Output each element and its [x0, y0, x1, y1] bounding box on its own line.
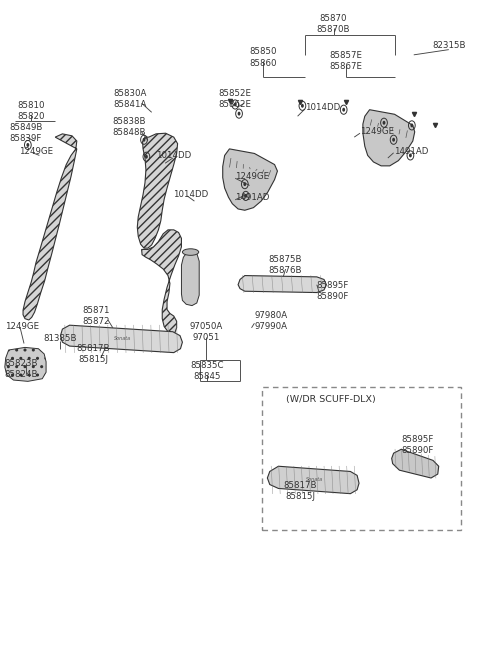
Circle shape — [392, 138, 395, 142]
Text: 85817B
85815J: 85817B 85815J — [283, 481, 317, 501]
Circle shape — [301, 104, 304, 108]
Text: 85852E
85862E: 85852E 85862E — [219, 89, 252, 109]
Text: 1249GE: 1249GE — [235, 172, 269, 181]
Text: 85895F
85890F: 85895F 85890F — [401, 436, 434, 455]
Text: 1249GE: 1249GE — [19, 147, 53, 156]
Text: 85895F
85890F: 85895F 85890F — [317, 281, 349, 300]
Circle shape — [244, 194, 247, 198]
Text: Sonata: Sonata — [306, 477, 323, 483]
Text: 85875B
85876B: 85875B 85876B — [269, 255, 302, 275]
Bar — [262, 387, 461, 530]
Ellipse shape — [182, 249, 199, 255]
Text: 1014DD: 1014DD — [156, 151, 191, 160]
Polygon shape — [23, 134, 77, 320]
Polygon shape — [223, 149, 277, 210]
Polygon shape — [60, 325, 182, 353]
Text: 85857E
85867E: 85857E 85867E — [329, 52, 362, 71]
Text: 85838B
85848B: 85838B 85848B — [113, 118, 146, 137]
Text: 85849B
85839F: 85849B 85839F — [10, 123, 43, 143]
Text: 85817B
85815J: 85817B 85815J — [77, 344, 110, 364]
Text: Sonata: Sonata — [114, 336, 131, 341]
Text: 85870
85870B: 85870 85870B — [317, 14, 350, 34]
Polygon shape — [363, 110, 415, 166]
Circle shape — [238, 112, 240, 116]
Text: 97980A
97990A: 97980A 97990A — [254, 311, 288, 331]
Polygon shape — [181, 251, 199, 306]
Text: 1491AD: 1491AD — [235, 193, 270, 202]
Circle shape — [342, 108, 345, 112]
Text: 97050A
97051: 97050A 97051 — [190, 322, 223, 342]
Polygon shape — [267, 466, 359, 494]
Text: (W/DR SCUFF-DLX): (W/DR SCUFF-DLX) — [287, 395, 376, 404]
Text: 1014DD: 1014DD — [173, 190, 208, 199]
Circle shape — [234, 103, 237, 106]
Text: 85850
85860: 85850 85860 — [249, 48, 277, 67]
Polygon shape — [392, 449, 439, 478]
Text: 85823B
85824B: 85823B 85824B — [5, 359, 38, 379]
Text: 85830A
85841A: 85830A 85841A — [113, 89, 146, 109]
Circle shape — [383, 121, 385, 125]
Circle shape — [410, 123, 413, 127]
Text: 82315B: 82315B — [432, 41, 466, 50]
Text: 1249GE: 1249GE — [5, 322, 39, 331]
Text: 81385B: 81385B — [43, 334, 77, 343]
Circle shape — [243, 182, 246, 186]
Circle shape — [409, 153, 412, 157]
Circle shape — [145, 155, 148, 159]
Text: 85835C
85845: 85835C 85845 — [191, 361, 224, 381]
Text: 1014DD: 1014DD — [305, 103, 340, 112]
Text: 1491AD: 1491AD — [394, 147, 428, 156]
Polygon shape — [238, 276, 326, 293]
Polygon shape — [5, 347, 46, 381]
Text: 1249GE: 1249GE — [360, 127, 394, 136]
Circle shape — [26, 143, 29, 147]
Polygon shape — [137, 133, 178, 248]
Text: 85871
85872: 85871 85872 — [82, 306, 110, 326]
Polygon shape — [142, 230, 181, 334]
Circle shape — [143, 138, 145, 142]
Text: 85810
85820: 85810 85820 — [17, 101, 45, 121]
